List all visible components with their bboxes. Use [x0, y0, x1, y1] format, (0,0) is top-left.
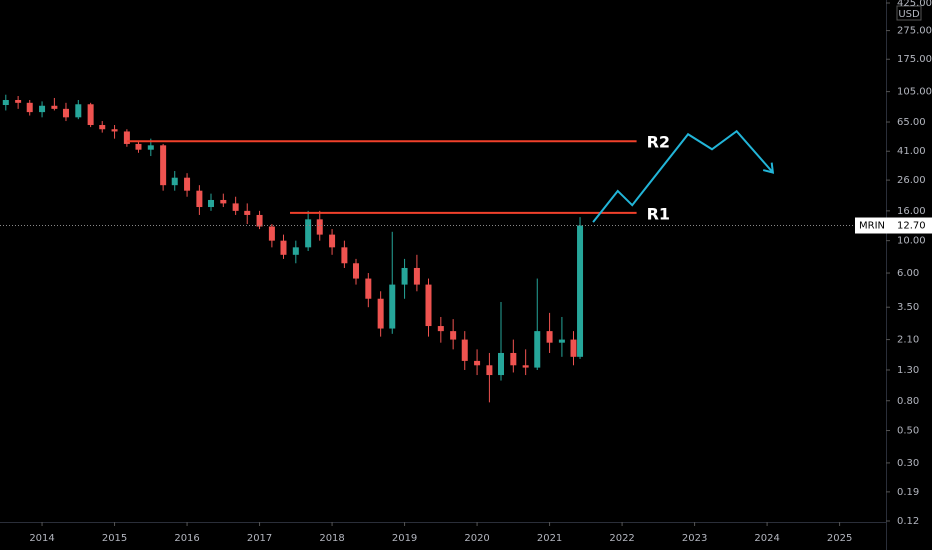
candle-body [123, 131, 130, 144]
x-tick-label: 2014 [29, 533, 54, 544]
candle-body [389, 284, 396, 329]
candle-body [510, 352, 517, 366]
x-tick-label: 2016 [174, 533, 199, 544]
candle-body [62, 108, 69, 118]
candle-body [401, 267, 408, 285]
candle-body [377, 298, 384, 329]
candle-body [522, 365, 529, 368]
y-tick-label: 105.00 [897, 87, 932, 98]
candle-body [534, 331, 541, 368]
candle-body [2, 99, 9, 106]
candle-body [87, 104, 94, 126]
x-tick-label: 2019 [392, 533, 417, 544]
candle-body [577, 225, 584, 357]
projection-arrow [762, 162, 775, 174]
x-tick-label: 2021 [537, 533, 562, 544]
resistance-label: R2 [647, 133, 670, 152]
y-tick-label: 0.50 [897, 426, 919, 437]
candle-body [558, 339, 565, 343]
candle-body [341, 247, 348, 264]
candle-body [15, 99, 22, 103]
y-tick-label: 65.00 [897, 117, 926, 128]
candle-body [51, 105, 58, 109]
candle-body [329, 234, 336, 248]
candle-body [280, 240, 287, 255]
x-tick-label: 2025 [827, 533, 852, 544]
x-tick-label: 2022 [609, 533, 634, 544]
candle-body [111, 129, 118, 132]
candle-body [220, 199, 227, 204]
candle-body [26, 102, 33, 113]
y-tick-label: 41.00 [897, 146, 926, 157]
candle-body [437, 326, 444, 332]
currency-box [896, 5, 922, 21]
x-tick-label: 2017 [247, 533, 272, 544]
candle-body [171, 177, 178, 186]
candle-body [305, 219, 312, 248]
y-tick-label: 0.30 [897, 458, 919, 469]
candle-body [413, 267, 420, 285]
candle-body [147, 145, 154, 150]
y-tick-label: 1.30 [897, 365, 919, 376]
y-tick-label: 175.00 [897, 54, 932, 65]
candle-body [450, 331, 457, 340]
x-tick-label: 2023 [682, 533, 707, 544]
candle-body [184, 177, 191, 191]
projection-line [592, 129, 774, 223]
candle-body [135, 143, 142, 150]
candle-body [365, 278, 372, 299]
y-tick-label: 275.00 [897, 26, 932, 37]
y-tick-label: 425.00 [897, 0, 932, 9]
candle-body [39, 105, 46, 113]
candle-body [232, 203, 239, 211]
candle-body [244, 210, 251, 215]
candle-body [461, 339, 468, 361]
candle-body [99, 125, 106, 130]
y-tick-label: 3.50 [897, 302, 919, 313]
candle-body [425, 284, 432, 327]
x-tick-label: 2024 [754, 533, 779, 544]
currency: USD [898, 9, 920, 20]
y-tick-label: 2.10 [897, 335, 919, 346]
candle-body [498, 352, 505, 376]
ticker-label: MRIN [859, 221, 885, 232]
candle-body [207, 199, 214, 208]
candle-body [570, 339, 577, 357]
candle-body [352, 263, 359, 279]
resistance-label: R1 [647, 204, 670, 223]
candle-body [160, 145, 167, 186]
y-tick-label: 6.00 [897, 268, 919, 279]
last-price-box [855, 217, 932, 234]
x-tick-label: 2018 [319, 533, 344, 544]
candle-body [474, 360, 481, 366]
candle-body [268, 226, 275, 241]
y-tick-label: 0.80 [897, 396, 919, 407]
candle-body [256, 214, 263, 227]
y-tick-label: 16.00 [897, 206, 926, 217]
y-tick-label: 10.00 [897, 236, 926, 247]
last-price-label: 12.70 [897, 221, 926, 232]
y-tick-label: 26.00 [897, 175, 926, 186]
y-tick-label: 0.12 [897, 516, 919, 527]
candle-body [292, 247, 299, 255]
x-tick-label: 2015 [102, 533, 127, 544]
candle-body [486, 365, 493, 376]
candle-body [196, 190, 203, 208]
y-tick-label: 0.19 [897, 487, 919, 498]
candle-body [75, 104, 82, 118]
x-tick-label: 2020 [464, 533, 489, 544]
candle-body [546, 331, 553, 343]
candle-body [316, 219, 323, 235]
